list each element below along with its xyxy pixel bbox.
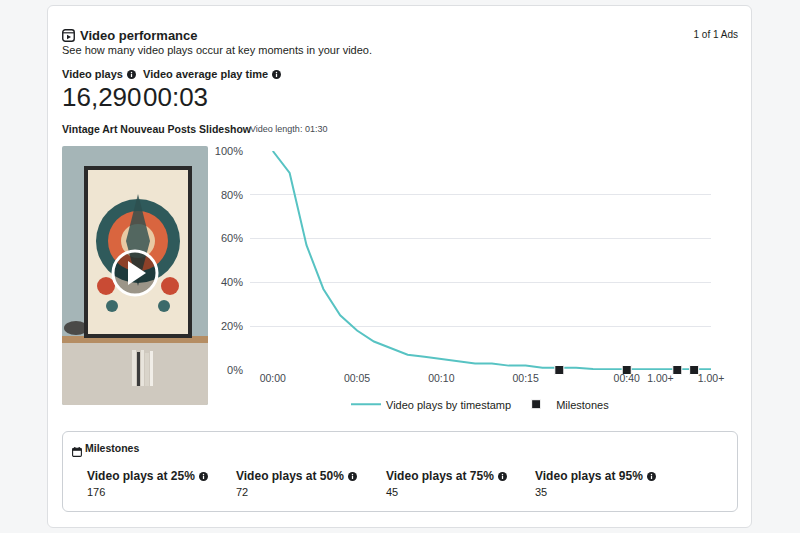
svg-text:00:10: 00:10 <box>428 372 454 384</box>
html-text:72: 72 <box>236 486 249 498</box>
svg-text:00:05: 00:05 <box>344 372 370 384</box>
html-text:Vintage Art Nouveau Posts Slid: Vintage Art Nouveau Posts SlideshowVideo… <box>62 123 328 135</box>
html-text:35: 35 <box>535 486 548 498</box>
html-text:00:03: 00:03 <box>143 82 209 112</box>
svg-text:Milestones: Milestones <box>556 399 609 411</box>
svg-text:Video plays by timestamp: Video plays by timestamp <box>386 399 511 411</box>
svg-text:80%: 80% <box>221 189 243 201</box>
html-text:176: 176 <box>87 486 106 498</box>
html-text:Video plays at 50%: Video plays at 50% <box>236 469 344 483</box>
html-text:16,290: 16,290 <box>62 82 142 112</box>
html-text:1 of 1 Ads: 1 of 1 Ads <box>693 29 738 40</box>
html-text:45: 45 <box>386 486 399 498</box>
svg-text:1.00+: 1.00+ <box>647 372 674 384</box>
svg-text:100%: 100% <box>215 145 243 157</box>
html-text:Video average play time: Video average play time <box>143 68 269 80</box>
html-text:Video plays at 95%: Video plays at 95% <box>535 469 643 483</box>
html-text:Video plays at 25%: Video plays at 25% <box>87 469 195 483</box>
svg-text:00:00: 00:00 <box>260 372 286 384</box>
html-text:Video performance: Video performance <box>80 28 198 43</box>
svg-text:00:40: 00:40 <box>614 372 640 384</box>
html-text:Video plays: Video plays <box>62 68 123 80</box>
html-text:See how many video plays occur: See how many video plays occur at key mo… <box>62 44 372 56</box>
html-text:Milestones: Milestones <box>85 442 140 454</box>
svg-text:00:15: 00:15 <box>512 372 538 384</box>
svg-text:40%: 40% <box>221 276 243 288</box>
svg-text:0%: 0% <box>227 364 243 376</box>
svg-text:20%: 20% <box>221 320 243 332</box>
svg-text:1.00+: 1.00+ <box>698 372 725 384</box>
html-text:Video plays at 75%: Video plays at 75% <box>386 469 494 483</box>
svg-text:60%: 60% <box>221 232 243 244</box>
